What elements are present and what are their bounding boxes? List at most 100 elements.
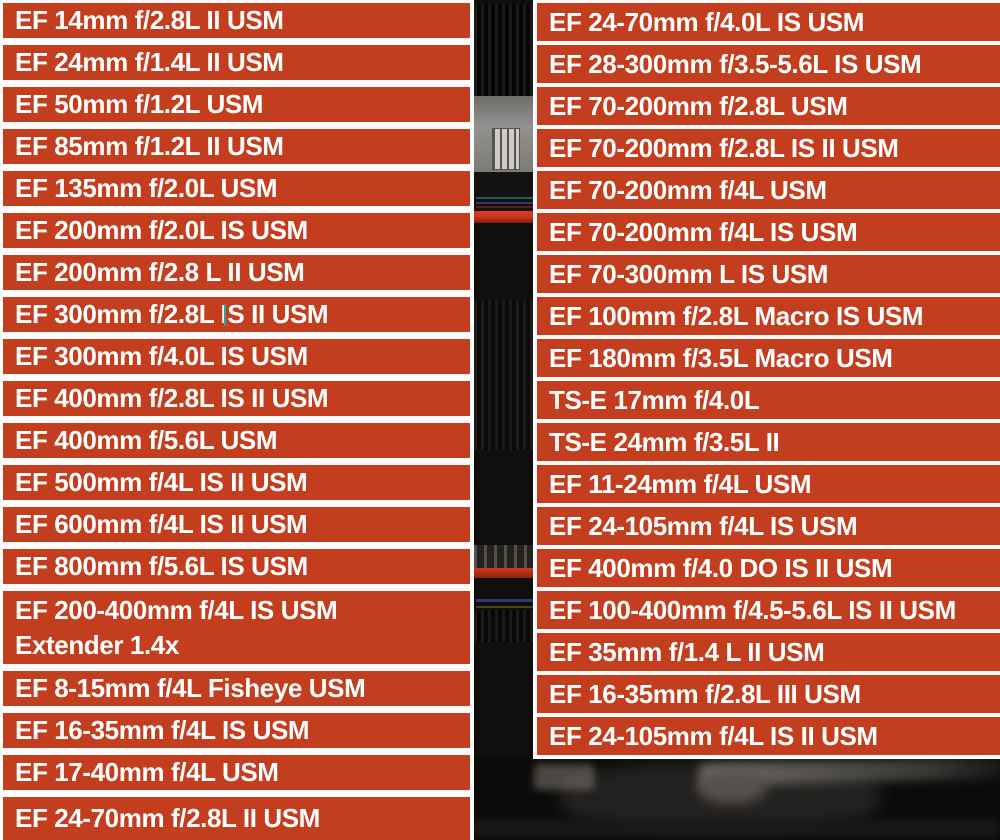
- lens-name: EF 70-200mm f/4L IS USM: [549, 216, 858, 247]
- lens-distance-scale-band: [474, 96, 537, 172]
- lens-name: EF 70-300mm L IS USM: [549, 258, 829, 289]
- camera-photo-background: [474, 0, 537, 840]
- lens-list-item: EF 35mm f/1.4 L II USM: [537, 633, 1000, 671]
- lens-list-item-two-line: EF 200-400mm f/4L IS USM Extender 1.4x: [3, 591, 470, 664]
- lens-name: EF 70-200mm f/2.8L IS II USM: [549, 132, 899, 163]
- lens-list-item: EF 24-105mm f/4L IS II USM: [537, 717, 1000, 755]
- lens-list-item: EF 28-300mm f/3.5-5.6L IS USM: [537, 45, 1000, 83]
- depth-scale-line-blue: [476, 202, 535, 204]
- lens-list-item: EF 11-24mm f/4L USM: [537, 465, 1000, 503]
- lens-list-item: EF 16-35mm f/2.8L III USM: [537, 675, 1000, 713]
- lens-list-item: EF 8-15mm f/4L Fisheye USM: [3, 671, 470, 706]
- lens-list-item: EF 16-35mm f/4L IS USM: [3, 713, 470, 748]
- lens-name: EF 400mm f/5.6L USM: [15, 425, 278, 455]
- lens-name: EF 70-200mm f/4L USM: [549, 174, 827, 205]
- lens-list-item: EF 70-200mm f/2.8L IS II USM: [537, 129, 1000, 167]
- lens-list-item: TS-E 17mm f/4.0L: [537, 381, 1000, 419]
- lens-list-item: EF 200mm f/2.0L IS USM: [3, 213, 470, 248]
- lens-list-item: EF 14mm f/2.8L II USM: [3, 3, 470, 38]
- lens-name-line2: Extender 1.4x: [15, 629, 179, 660]
- lens-list-item: EF 24-70mm f/4.0L IS USM: [537, 3, 1000, 41]
- lens-name: TS-E 24mm f/3.5L II: [549, 426, 780, 457]
- lens-name: EF 100mm f/2.8L Macro IS USM: [549, 300, 924, 331]
- lens-name: EF 135mm f/2.0L USM: [15, 173, 278, 203]
- lens-name: EF 300mm f/2.8L IS II USM: [15, 299, 329, 329]
- lens-list-item: EF 100-400mm f/4.5-5.6L IS II USM: [537, 591, 1000, 629]
- lens-name: EF 70-200mm f/2.8L USM: [549, 90, 848, 121]
- lens-list-item: EF 135mm f/2.0L USM: [3, 171, 470, 206]
- lens-list-item: EF 50mm f/1.2L USM: [3, 87, 470, 122]
- lens-name: EF 180mm f/3.5L Macro USM: [549, 342, 893, 373]
- lens-list-item: EF 500mm f/4L IS II USM: [3, 465, 470, 500]
- lens-list-right: EF 24-70mm f/4.0L IS USM EF 28-300mm f/3…: [533, 0, 1000, 759]
- lens-red-ring-upper: [474, 211, 537, 223]
- lens-name: EF 400mm f/4.0 DO IS II USM: [549, 552, 893, 583]
- lens-list-item: EF 200mm f/2.8 L II USM: [3, 255, 470, 290]
- lens-list-item: EF 24mm f/1.4L II USM: [3, 45, 470, 80]
- lens-list-item: EF 300mm f/4.0L IS USM: [3, 339, 470, 374]
- lens-name: EF 24-105mm f/4L IS II USM: [549, 720, 878, 751]
- lens-name: EF 28-300mm f/3.5-5.6L IS USM: [549, 48, 922, 79]
- lens-name: EF 17-40mm f/4L USM: [15, 757, 279, 787]
- lens-name: EF 24-70mm f/2.8L II USM: [15, 803, 320, 833]
- distance-scale-line-blue: [476, 599, 535, 602]
- blurred-shadow-strip: [470, 820, 1000, 836]
- lens-name: EF 14mm f/2.8L II USM: [15, 5, 284, 35]
- lens-list-item: EF 70-200mm f/2.8L USM: [537, 87, 1000, 125]
- lens-list-left: EF 14mm f/2.8L II USM EF 24mm f/1.4L II …: [0, 0, 474, 840]
- lens-name: EF 200mm f/2.8 L II USM: [15, 257, 305, 287]
- lens-name: EF 16-35mm f/4L IS USM: [15, 715, 310, 745]
- lens-list-item: EF 300mm f/2.8L IS II USM: [3, 297, 470, 332]
- lens-name: EF 200-400mm f/4L IS USM: [15, 594, 338, 625]
- blurred-highlight-streak: [699, 755, 1000, 787]
- depth-scale-line-red: [476, 206, 535, 208]
- blurred-lens-marking: [534, 764, 594, 790]
- blurred-lenses-photo: [474, 757, 1000, 840]
- lens-list-item: EF 400mm f/2.8L IS II USM: [3, 381, 470, 416]
- blurred-lens-body: [560, 762, 880, 832]
- lens-list-item: EF 70-300mm L IS USM: [537, 255, 1000, 293]
- text-cursor: [224, 304, 226, 326]
- lens-list-item: EF 180mm f/3.5L Macro USM: [537, 339, 1000, 377]
- lens-list-item: EF 70-200mm f/4L IS USM: [537, 213, 1000, 251]
- lens-name: EF 200mm f/2.0L IS USM: [15, 215, 308, 245]
- lens-name: EF 300mm f/4.0L IS USM: [15, 341, 308, 371]
- lens-name: EF 35mm f/1.4 L II USM: [549, 636, 825, 667]
- lens-name: EF 8-15mm f/4L Fisheye USM: [15, 673, 366, 703]
- lens-red-ring-lower: [474, 568, 537, 578]
- distance-scale-line-yellow: [476, 606, 535, 608]
- lens-list-item: EF 400mm f/4.0 DO IS II USM: [537, 549, 1000, 587]
- lens-list-item: EF 17-40mm f/4L USM: [3, 755, 470, 790]
- lens-marking-band: [474, 545, 537, 568]
- lens-list-item: EF 24-70mm f/2.8L II USM: [3, 797, 470, 840]
- lens-barrel-shadow: [474, 172, 537, 212]
- lens-name: EF 50mm f/1.2L USM: [15, 89, 264, 119]
- lens-name: EF 400mm f/2.8L IS II USM: [15, 383, 329, 413]
- lens-list-item: EF 400mm f/5.6L USM: [3, 423, 470, 458]
- focus-ring-texture-top: [474, 4, 537, 96]
- focus-ring-texture-lower: [474, 610, 537, 642]
- lens-list-item: EF 600mm f/4L IS II USM: [3, 507, 470, 542]
- blurred-highlight-blob: [697, 770, 767, 804]
- distance-scale-window: [492, 128, 520, 170]
- depth-scale-line-teal: [476, 197, 535, 199]
- lens-name: EF 11-24mm f/4L USM: [549, 468, 812, 499]
- lens-list-item: EF 24-105mm f/4L IS USM: [537, 507, 1000, 545]
- lens-name: EF 85mm f/1.2L II USM: [15, 131, 284, 161]
- lens-name: TS-E 17mm f/4.0L: [549, 384, 760, 415]
- lens-name: EF 500mm f/4L IS II USM: [15, 467, 308, 497]
- lens-list-item: EF 70-200mm f/4L USM: [537, 171, 1000, 209]
- focus-ring-texture-middle: [474, 300, 537, 450]
- lens-name: EF 100-400mm f/4.5-5.6L IS II USM: [549, 594, 956, 625]
- lens-name: EF 16-35mm f/2.8L III USM: [549, 678, 861, 709]
- lens-name: EF 24-105mm f/4L IS USM: [549, 510, 858, 541]
- lens-name: EF 800mm f/5.6L IS USM: [15, 551, 308, 581]
- lens-list-item: EF 100mm f/2.8L Macro IS USM: [537, 297, 1000, 335]
- lens-name: EF 24-70mm f/4.0L IS USM: [549, 6, 865, 37]
- lens-name: EF 24mm f/1.4L II USM: [15, 47, 284, 77]
- lens-list-item: EF 800mm f/5.6L IS USM: [3, 549, 470, 584]
- lens-list-item: TS-E 24mm f/3.5L II: [537, 423, 1000, 461]
- lens-name: EF 600mm f/4L IS II USM: [15, 509, 308, 539]
- lens-list-item: EF 85mm f/1.2L II USM: [3, 129, 470, 164]
